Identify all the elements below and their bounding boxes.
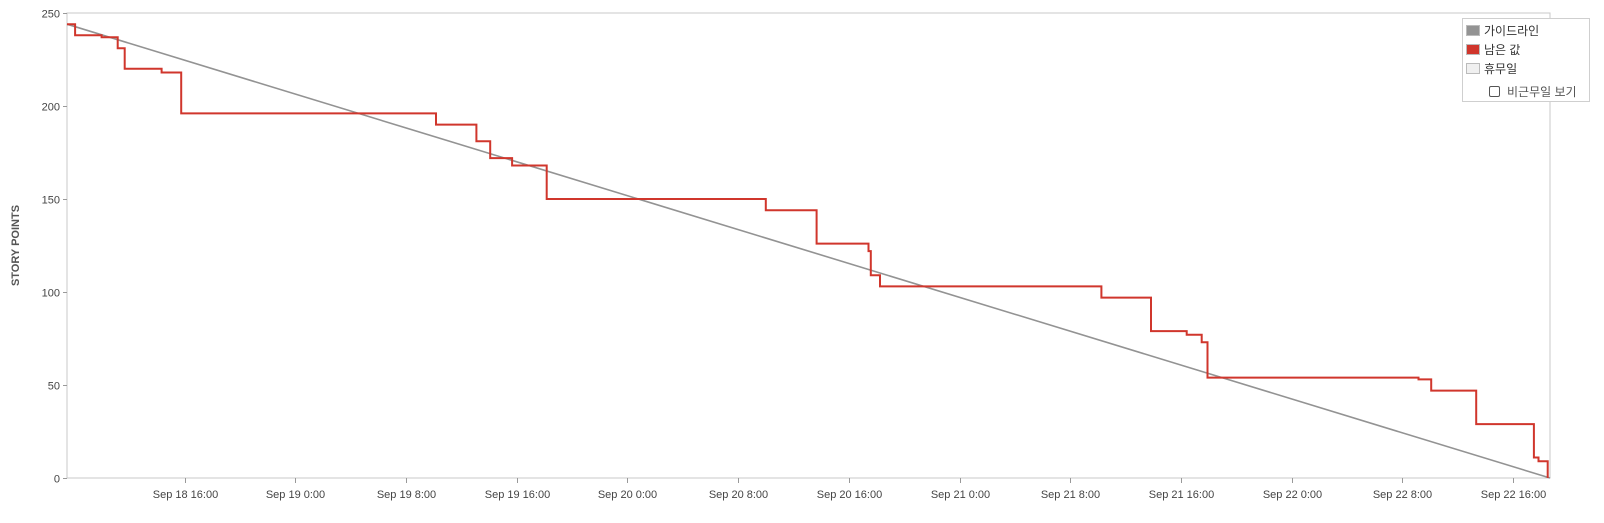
non-working-days-label: 비근무일 보기 xyxy=(1507,84,1577,99)
plot-frame xyxy=(66,12,1551,479)
y-tick-label: 150 xyxy=(42,195,60,207)
x-tick-label: Sep 22 0:00 xyxy=(1263,489,1322,501)
series-line-remaining xyxy=(67,23,1549,478)
legend-label-guideline: 가이드라인 xyxy=(1484,23,1540,38)
legend-item-holiday[interactable]: 휴무일 xyxy=(1466,59,1517,77)
legend-swatch-holiday xyxy=(1466,62,1480,74)
x-tick-label: Sep 21 0:00 xyxy=(931,489,990,501)
y-axis-title: STORY POINTS xyxy=(10,205,22,286)
x-tick-label: Sep 22 16:00 xyxy=(1481,489,1546,501)
legend-item-remaining[interactable]: 남은 값 xyxy=(1466,40,1520,58)
legend-swatch-remaining xyxy=(1466,43,1480,55)
legend-label-holiday: 휴무일 xyxy=(1484,61,1518,76)
legend-swatch-guideline xyxy=(1466,24,1480,36)
x-tick-label: Sep 21 16:00 xyxy=(1149,489,1214,501)
x-tick-label: Sep 18 16:00 xyxy=(153,489,218,501)
x-tick-label: Sep 20 8:00 xyxy=(709,489,768,501)
x-tick-label: Sep 19 16:00 xyxy=(485,489,550,501)
y-tick-label: 250 xyxy=(42,9,60,21)
x-tick-label: Sep 21 8:00 xyxy=(1041,489,1100,501)
show-non-working-days-toggle[interactable]: 비근무일 보기 xyxy=(1489,82,1577,100)
chart-legend: 가이드라인 남은 값 휴무일 비근무일 보기 xyxy=(1462,18,1590,102)
x-tick-label: Sep 19 0:00 xyxy=(266,489,325,501)
legend-item-guideline[interactable]: 가이드라인 xyxy=(1466,21,1539,39)
x-tick-label: Sep 22 8:00 xyxy=(1373,489,1432,501)
y-tick-label: 200 xyxy=(42,102,60,114)
legend-label-remaining: 남은 값 xyxy=(1484,42,1521,57)
x-tick-label: Sep 20 16:00 xyxy=(817,489,882,501)
non-working-days-checkbox[interactable] xyxy=(1489,85,1500,97)
x-tick-label: Sep 19 8:00 xyxy=(377,489,436,501)
series-line-guideline xyxy=(66,23,1551,479)
x-tick-label: Sep 20 0:00 xyxy=(598,489,657,501)
y-tick-label: 0 xyxy=(54,474,60,486)
y-tick-label: 100 xyxy=(42,288,60,300)
y-tick-label: 50 xyxy=(48,381,60,393)
